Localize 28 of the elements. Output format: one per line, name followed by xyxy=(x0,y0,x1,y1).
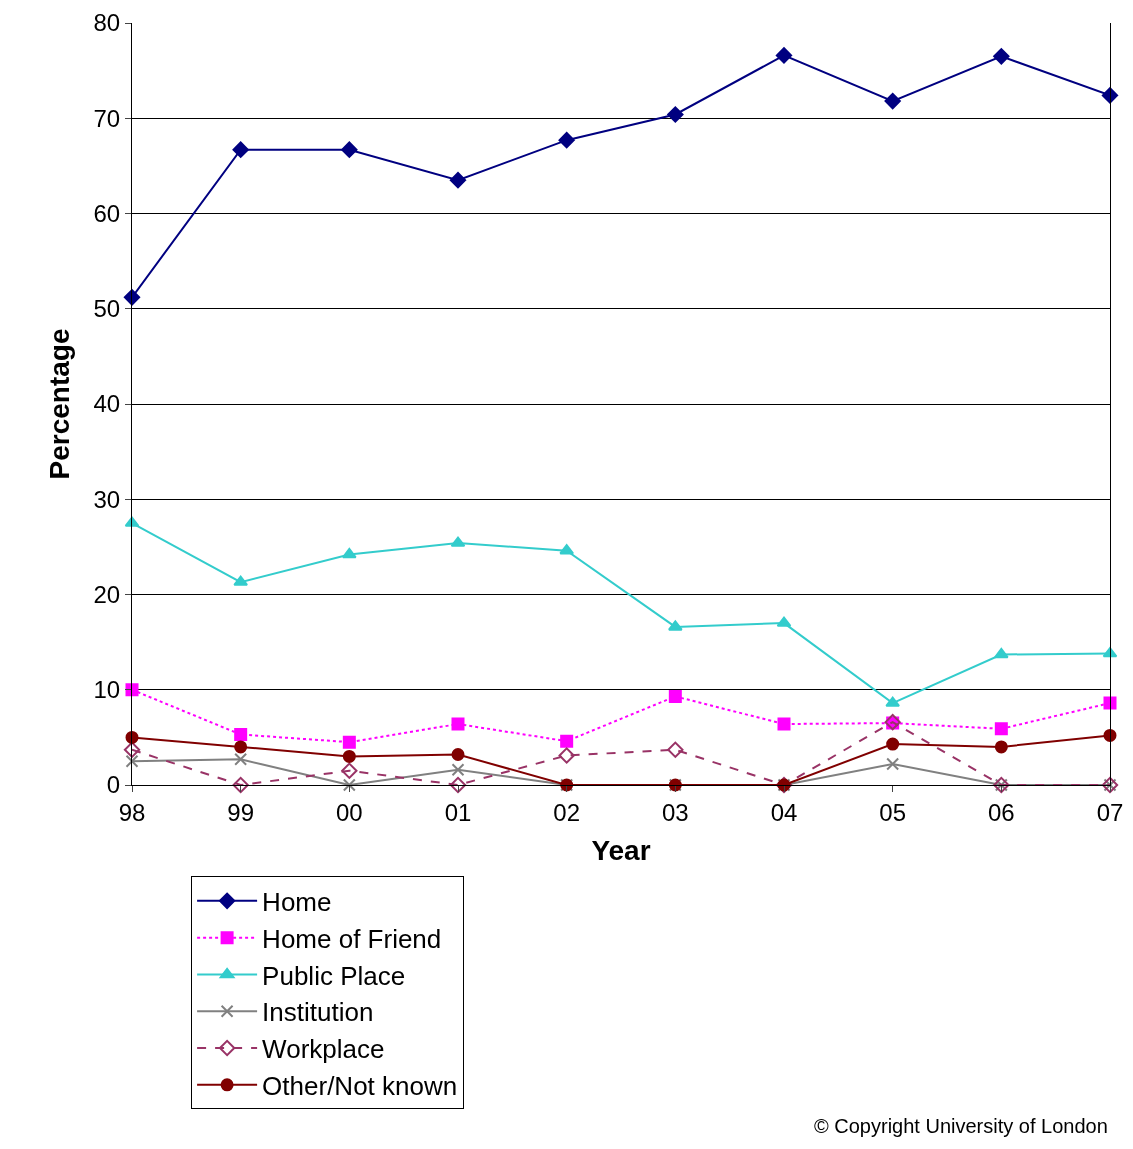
text: © Copyright University of London xyxy=(814,1115,1108,1137)
y-axis-title: Percentage xyxy=(44,328,76,480)
x-tick-label: 00 xyxy=(335,798,363,826)
legend-label: Other/Not known xyxy=(262,1070,458,1101)
x-axis-title: Year xyxy=(591,834,651,866)
y-tick-label: 10 xyxy=(93,676,121,704)
x-tick-label: 02 xyxy=(553,798,581,826)
x-tick-label: 01 xyxy=(444,798,472,826)
x-tick-label: 05 xyxy=(879,798,907,826)
x-tick-label: 06 xyxy=(987,798,1015,826)
y-tick-label: 60 xyxy=(93,199,121,227)
y-tick-label: 70 xyxy=(93,104,121,132)
legend-label: Public Place xyxy=(262,960,406,991)
legend-label: Home of Friend xyxy=(262,923,442,954)
y-tick-label: 50 xyxy=(93,295,121,323)
y-tick-label: 80 xyxy=(93,9,121,37)
x-tick-label: 07 xyxy=(1096,798,1124,826)
x-tick-label: 04 xyxy=(770,798,798,826)
legend-label: Home xyxy=(262,886,332,917)
x-tick-label: 98 xyxy=(118,798,146,826)
x-tick-label: 03 xyxy=(661,798,689,826)
y-tick-label: 20 xyxy=(93,580,121,608)
x-tick-label: 99 xyxy=(227,798,255,826)
y-tick-label: 0 xyxy=(106,771,121,799)
legend-label: Institution xyxy=(262,997,374,1028)
y-tick-label: 40 xyxy=(93,390,121,418)
y-tick-label: 30 xyxy=(93,485,121,513)
legend-label: Workplace xyxy=(262,1034,385,1065)
